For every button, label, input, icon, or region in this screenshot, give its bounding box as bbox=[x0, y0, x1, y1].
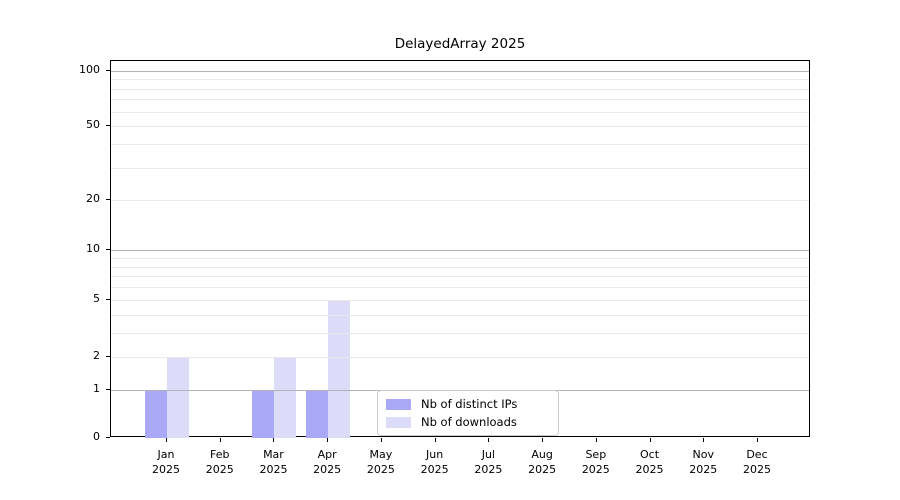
x-tick-month: Apr bbox=[317, 448, 337, 461]
x-tick-year: 2025 bbox=[474, 463, 503, 476]
x-tick-label-sep: Sep 2025 bbox=[564, 447, 628, 477]
x-tick-year: 2025 bbox=[205, 463, 234, 476]
legend-label-downloads: Nb of downloads bbox=[421, 415, 517, 429]
y-tick-label-10: 10 bbox=[86, 242, 100, 255]
y-tick-label-20: 20 bbox=[86, 192, 100, 205]
y-gridline-minor-20 bbox=[111, 200, 809, 201]
x-tick-label-nov: Nov 2025 bbox=[671, 447, 735, 477]
y-tick-1 bbox=[106, 389, 110, 390]
x-tick-label-jan: Jan 2025 bbox=[134, 447, 198, 477]
x-tick-oct bbox=[649, 438, 651, 442]
x-tick-year: 2025 bbox=[742, 463, 771, 476]
x-tick-label-apr: Apr 2025 bbox=[295, 447, 359, 477]
y-tick-20 bbox=[106, 199, 110, 200]
x-tick-month: Feb bbox=[209, 448, 230, 461]
y-tick-label-2: 2 bbox=[93, 349, 100, 362]
y-gridline-major-10 bbox=[111, 250, 809, 251]
x-tick-month: Mar bbox=[263, 448, 284, 461]
y-gridline-minor-6 bbox=[111, 287, 809, 289]
x-tick-month: May bbox=[369, 448, 393, 461]
x-tick-year: 2025 bbox=[259, 463, 288, 476]
x-tick-nov bbox=[703, 438, 705, 442]
y-tick-2 bbox=[106, 356, 110, 357]
x-tick-year: 2025 bbox=[152, 463, 180, 476]
y-tick-100 bbox=[106, 70, 110, 71]
y-gridline-minor-40 bbox=[111, 144, 809, 146]
x-tick-year: 2025 bbox=[313, 463, 342, 476]
y-gridline-minor-70 bbox=[111, 99, 809, 101]
x-tick-label-dec: Dec 2025 bbox=[725, 447, 789, 477]
x-tick-jul bbox=[488, 438, 490, 442]
x-tick-month: Oct bbox=[640, 448, 660, 461]
x-tick-sep bbox=[595, 438, 597, 442]
x-tick-year: 2025 bbox=[528, 463, 557, 476]
x-tick-month: Jun bbox=[426, 448, 444, 461]
y-tick-10 bbox=[106, 249, 110, 250]
bar-nb-of-downloads-apr bbox=[328, 300, 351, 438]
y-tick-5 bbox=[106, 299, 110, 300]
x-tick-mar bbox=[273, 438, 275, 442]
x-tick-jun bbox=[434, 438, 436, 442]
x-tick-month: Nov bbox=[692, 448, 714, 461]
x-tick-label-oct: Oct 2025 bbox=[618, 447, 682, 477]
y-tick-label-50: 50 bbox=[86, 118, 100, 131]
x-tick-label-jul: Jul 2025 bbox=[456, 447, 520, 477]
y-gridline-major-100 bbox=[111, 71, 809, 72]
legend: Nb of distinct IPs Nb of downloads bbox=[377, 390, 559, 436]
bar-nb-of-downloads-jan bbox=[167, 357, 189, 438]
y-gridline-minor-90 bbox=[111, 79, 809, 81]
x-tick-month: Jul bbox=[481, 448, 495, 461]
y-gridline-minor-80 bbox=[111, 88, 809, 90]
bar-nb-of-distinct-ips-mar bbox=[252, 390, 275, 438]
x-tick-year: 2025 bbox=[366, 463, 395, 476]
legend-swatch-downloads bbox=[386, 416, 411, 428]
x-tick-feb bbox=[219, 438, 221, 442]
x-tick-year: 2025 bbox=[635, 463, 664, 476]
x-tick-year: 2025 bbox=[581, 463, 610, 476]
x-tick-apr bbox=[327, 438, 329, 442]
bar-nb-of-distinct-ips-jan bbox=[145, 390, 167, 438]
y-tick-label-5: 5 bbox=[93, 292, 100, 305]
y-gridline-minor-3 bbox=[111, 333, 809, 335]
y-tick-label-1: 1 bbox=[93, 382, 100, 395]
x-tick-month: Jan bbox=[157, 448, 175, 461]
x-tick-may bbox=[380, 438, 382, 442]
y-gridline-minor-30 bbox=[111, 167, 809, 169]
bar-nb-of-distinct-ips-apr bbox=[306, 390, 329, 438]
chart-title: DelayedArray 2025 bbox=[394, 36, 526, 52]
x-tick-month: Aug bbox=[531, 448, 553, 461]
legend-swatch-distinct-ips bbox=[386, 398, 411, 410]
x-tick-label-may: May 2025 bbox=[349, 447, 413, 477]
y-tick-0 bbox=[106, 437, 110, 438]
y-tick-label-100: 100 bbox=[79, 63, 100, 76]
x-tick-dec bbox=[756, 438, 758, 442]
x-tick-year: 2025 bbox=[420, 463, 449, 476]
y-gridline-minor-50 bbox=[111, 126, 809, 127]
x-tick-label-feb: Feb 2025 bbox=[188, 447, 252, 477]
x-tick-month: Dec bbox=[746, 448, 768, 461]
y-tick-50 bbox=[106, 125, 110, 126]
y-gridline-minor-5 bbox=[111, 300, 809, 301]
legend-row-downloads: Nb of downloads bbox=[386, 415, 550, 429]
y-gridline-minor-7 bbox=[111, 276, 809, 278]
x-tick-aug bbox=[542, 438, 544, 442]
y-gridline-minor-2 bbox=[111, 357, 809, 358]
x-tick-jan bbox=[166, 438, 167, 442]
legend-row-distinct-ips: Nb of distinct IPs bbox=[386, 397, 550, 411]
y-gridline-minor-4 bbox=[111, 314, 809, 316]
y-tick-label-0: 0 bbox=[93, 430, 100, 443]
y-gridline-minor-60 bbox=[111, 111, 809, 113]
y-gridline-minor-8 bbox=[111, 266, 809, 268]
legend-label-distinct-ips: Nb of distinct IPs bbox=[421, 397, 518, 411]
x-tick-year: 2025 bbox=[689, 463, 718, 476]
x-tick-label-aug: Aug 2025 bbox=[510, 447, 574, 477]
bar-nb-of-downloads-mar bbox=[274, 357, 297, 438]
x-tick-month: Sep bbox=[585, 448, 607, 461]
plot-area: Nb of distinct IPs Nb of downloads bbox=[110, 60, 810, 438]
y-gridline-minor-9 bbox=[111, 257, 809, 259]
x-tick-label-mar: Mar 2025 bbox=[241, 447, 305, 477]
x-tick-label-jun: Jun 2025 bbox=[403, 447, 467, 477]
